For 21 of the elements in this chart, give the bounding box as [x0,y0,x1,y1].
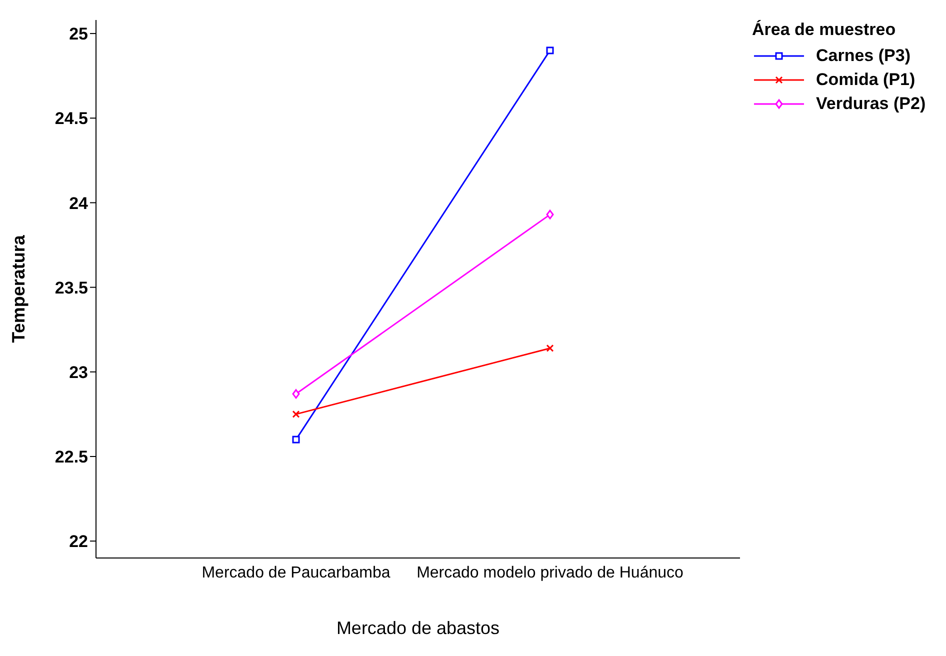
y-axis-title: Temperatura [8,234,28,343]
y-tick-label: 22.5 [54,448,88,467]
y-tick-label: 22 [69,532,88,552]
x-tick-label: Mercado de Paucarbamba [202,564,390,582]
y-tick-label: 24.5 [54,109,88,128]
point [546,344,554,352]
legend-label: Comida (P1) [816,70,916,90]
point [546,46,554,54]
x-axis-title: Mercado de abastos [336,618,500,638]
legend-label: Carnes (P3) [816,46,910,66]
point [292,436,300,444]
y-tick-label: 24 [69,194,89,213]
point [292,410,300,418]
legend-title: Área de muestreo [752,20,897,40]
y-tick-label: 23 [69,362,88,382]
y-tick-label: 23.5 [54,278,88,298]
y-tick-label: 25 [69,24,88,44]
legend-label: Verduras (P2) [816,94,926,114]
point [546,210,554,220]
point [292,389,300,399]
x-tick-label: Mercado modelo privado de Huánuco [416,564,684,582]
